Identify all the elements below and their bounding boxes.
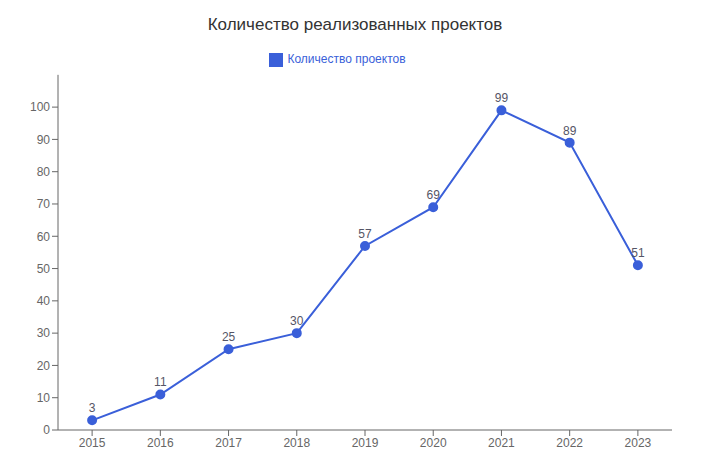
svg-text:60: 60 xyxy=(37,230,51,244)
svg-text:3: 3 xyxy=(89,401,96,415)
svg-text:30: 30 xyxy=(290,314,304,328)
svg-text:50: 50 xyxy=(37,262,51,276)
svg-text:11: 11 xyxy=(154,375,167,389)
svg-text:20: 20 xyxy=(37,359,51,373)
svg-text:100: 100 xyxy=(30,100,50,114)
svg-text:2023: 2023 xyxy=(625,436,652,450)
svg-text:51: 51 xyxy=(631,246,645,260)
svg-text:40: 40 xyxy=(37,294,51,308)
svg-text:70: 70 xyxy=(37,197,51,211)
svg-text:10: 10 xyxy=(37,391,51,405)
svg-text:89: 89 xyxy=(563,124,577,138)
html-text:Количество проектов: Количество проектов xyxy=(287,52,406,66)
svg-text:80: 80 xyxy=(37,165,51,179)
svg-text:2022: 2022 xyxy=(556,436,583,450)
svg-text:90: 90 xyxy=(37,133,51,147)
svg-text:2019: 2019 xyxy=(352,436,379,450)
svg-text:2017: 2017 xyxy=(215,436,242,450)
svg-text:57: 57 xyxy=(358,227,372,241)
svg-text:2021: 2021 xyxy=(488,436,515,450)
svg-text:69: 69 xyxy=(427,188,441,202)
svg-text:99: 99 xyxy=(495,91,509,105)
svg-text:25: 25 xyxy=(222,330,236,344)
svg-text:2015: 2015 xyxy=(79,436,106,450)
svg-text:2020: 2020 xyxy=(420,436,447,450)
svg-text:30: 30 xyxy=(37,326,51,340)
svg-text:2016: 2016 xyxy=(147,436,174,450)
html-text:Количество реализованных проек: Количество реализованных проектов xyxy=(207,15,503,34)
svg-text:2018: 2018 xyxy=(283,436,310,450)
svg-text:0: 0 xyxy=(43,423,50,437)
